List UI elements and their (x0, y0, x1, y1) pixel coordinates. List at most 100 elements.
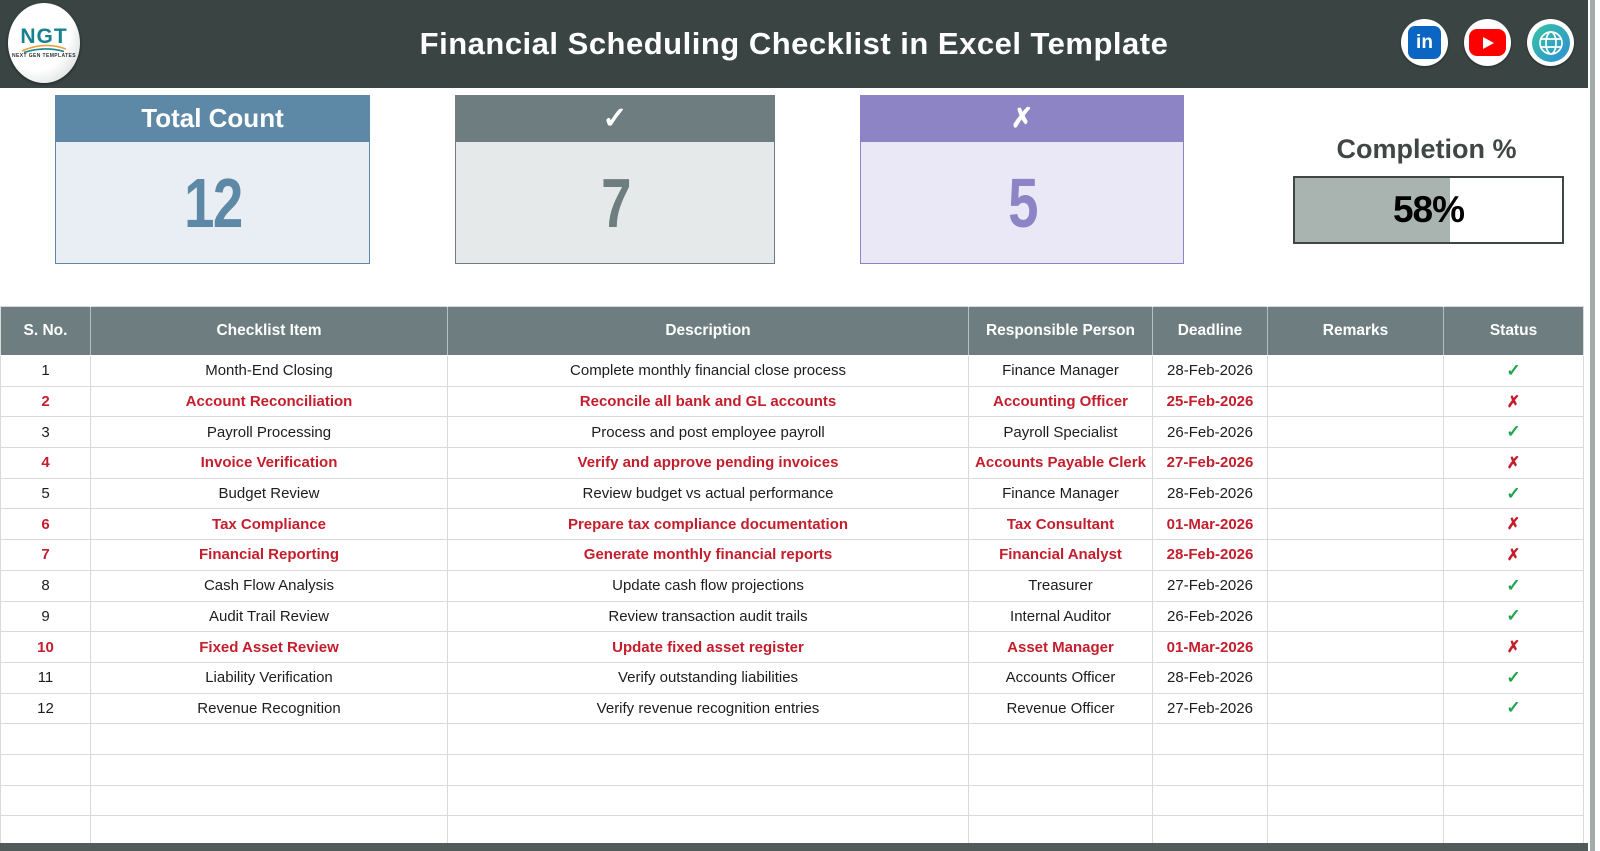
cell-item[interactable]: Revenue Recognition (90, 692, 448, 725)
cell-item[interactable] (90, 784, 448, 817)
cell-item[interactable]: Tax Compliance (90, 508, 448, 541)
cell-item[interactable]: Invoice Verification (90, 447, 448, 479)
cell-sno[interactable] (0, 753, 91, 786)
cell-deadline[interactable]: 25-Feb-2026 (1152, 385, 1268, 418)
cell-remarks[interactable] (1267, 753, 1444, 786)
cell-deadline[interactable] (1152, 815, 1268, 847)
cell-sno[interactable]: 4 (0, 447, 91, 479)
cell-remarks[interactable] (1267, 385, 1444, 418)
cell-description[interactable]: Generate monthly financial reports (447, 539, 969, 571)
cell-description[interactable]: Update cash flow projections (447, 569, 969, 602)
column-header-status[interactable]: Status (1443, 306, 1584, 356)
cell-item[interactable]: Month-End Closing (90, 355, 448, 387)
column-header-deadline[interactable]: Deadline (1152, 306, 1268, 356)
cell-remarks[interactable] (1267, 569, 1444, 602)
cell-description[interactable]: Verify outstanding liabilities (447, 661, 969, 694)
column-header-sno[interactable]: S. No. (0, 306, 91, 356)
cell-remarks[interactable] (1267, 815, 1444, 847)
cell-person[interactable]: Asset Manager (968, 631, 1153, 663)
cell-item[interactable]: Payroll Processing (90, 416, 448, 449)
cell-sno[interactable] (0, 723, 91, 755)
cell-sno[interactable]: 12 (0, 692, 91, 725)
cell-item[interactable]: Liability Verification (90, 661, 448, 694)
cell-item[interactable]: Audit Trail Review (90, 600, 448, 633)
column-header-item[interactable]: Checklist Item (90, 306, 448, 356)
cell-description[interactable]: Reconcile all bank and GL accounts (447, 385, 969, 418)
cell-item[interactable] (90, 815, 448, 847)
cell-sno[interactable]: 8 (0, 569, 91, 602)
cell-deadline[interactable]: 28-Feb-2026 (1152, 477, 1268, 510)
cell-status[interactable]: ✓ (1443, 661, 1584, 694)
cell-deadline[interactable]: 28-Feb-2026 (1152, 355, 1268, 387)
cell-status[interactable]: ✗ (1443, 631, 1584, 663)
cell-description[interactable]: Verify revenue recognition entries (447, 692, 969, 725)
column-header-person[interactable]: Responsible Person (968, 306, 1153, 356)
cell-item[interactable]: Account Reconciliation (90, 385, 448, 418)
cell-remarks[interactable] (1267, 539, 1444, 571)
youtube-button[interactable] (1464, 19, 1511, 66)
cell-item[interactable]: Fixed Asset Review (90, 631, 448, 663)
cell-person[interactable]: Payroll Specialist (968, 416, 1153, 449)
cell-sno[interactable]: 10 (0, 631, 91, 663)
cell-item[interactable]: Budget Review (90, 477, 448, 510)
cell-description[interactable] (447, 753, 969, 786)
cell-person[interactable]: Accounts Payable Clerk (968, 447, 1153, 479)
cell-sno[interactable] (0, 784, 91, 817)
cell-deadline[interactable]: 01-Mar-2026 (1152, 508, 1268, 541)
cell-deadline[interactable]: 26-Feb-2026 (1152, 416, 1268, 449)
cell-person[interactable]: Finance Manager (968, 355, 1153, 387)
cell-person[interactable]: Internal Auditor (968, 600, 1153, 633)
cell-person[interactable]: Treasurer (968, 569, 1153, 602)
cell-remarks[interactable] (1267, 508, 1444, 541)
cell-status[interactable]: ✗ (1443, 539, 1584, 571)
cell-deadline[interactable] (1152, 723, 1268, 755)
cell-person[interactable]: Tax Consultant (968, 508, 1153, 541)
cell-person[interactable] (968, 753, 1153, 786)
column-header-remarks[interactable]: Remarks (1267, 306, 1444, 356)
cell-person[interactable] (968, 723, 1153, 755)
cell-status[interactable]: ✗ (1443, 447, 1584, 479)
cell-description[interactable]: Update fixed asset register (447, 631, 969, 663)
cell-deadline[interactable]: 27-Feb-2026 (1152, 569, 1268, 602)
cell-description[interactable]: Complete monthly financial close process (447, 355, 969, 387)
cell-deadline[interactable] (1152, 753, 1268, 786)
cell-sno[interactable]: 1 (0, 355, 91, 387)
cell-sno[interactable]: 2 (0, 385, 91, 418)
cell-status[interactable]: ✓ (1443, 355, 1584, 387)
cell-status[interactable]: ✓ (1443, 569, 1584, 602)
cell-item[interactable] (90, 753, 448, 786)
cell-description[interactable]: Prepare tax compliance documentation (447, 508, 969, 541)
cell-deadline[interactable]: 27-Feb-2026 (1152, 447, 1268, 479)
cell-description[interactable]: Review budget vs actual performance (447, 477, 969, 510)
cell-person[interactable]: Financial Analyst (968, 539, 1153, 571)
cell-deadline[interactable]: 01-Mar-2026 (1152, 631, 1268, 663)
cell-description[interactable] (447, 815, 969, 847)
cell-status[interactable]: ✓ (1443, 692, 1584, 725)
cell-sno[interactable]: 5 (0, 477, 91, 510)
cell-deadline[interactable] (1152, 784, 1268, 817)
cell-remarks[interactable] (1267, 355, 1444, 387)
cell-description[interactable]: Review transaction audit trails (447, 600, 969, 633)
cell-remarks[interactable] (1267, 661, 1444, 694)
cell-remarks[interactable] (1267, 477, 1444, 510)
website-button[interactable] (1527, 19, 1574, 66)
linkedin-button[interactable]: in (1401, 19, 1448, 66)
cell-sno[interactable]: 3 (0, 416, 91, 449)
cell-item[interactable]: Cash Flow Analysis (90, 569, 448, 602)
cell-person[interactable] (968, 784, 1153, 817)
cell-status[interactable]: ✓ (1443, 600, 1584, 633)
cell-remarks[interactable] (1267, 600, 1444, 633)
cell-description[interactable]: Process and post employee payroll (447, 416, 969, 449)
cell-sno[interactable]: 9 (0, 600, 91, 633)
cell-deadline[interactable]: 26-Feb-2026 (1152, 600, 1268, 633)
cell-sno[interactable]: 7 (0, 539, 91, 571)
cell-sno[interactable]: 6 (0, 508, 91, 541)
cell-remarks[interactable] (1267, 416, 1444, 449)
cell-remarks[interactable] (1267, 723, 1444, 755)
column-header-description[interactable]: Description (447, 306, 969, 356)
cell-person[interactable]: Accounting Officer (968, 385, 1153, 418)
cell-person[interactable]: Finance Manager (968, 477, 1153, 510)
cell-deadline[interactable]: 27-Feb-2026 (1152, 692, 1268, 725)
cell-status[interactable] (1443, 723, 1584, 755)
cell-status[interactable] (1443, 815, 1584, 847)
